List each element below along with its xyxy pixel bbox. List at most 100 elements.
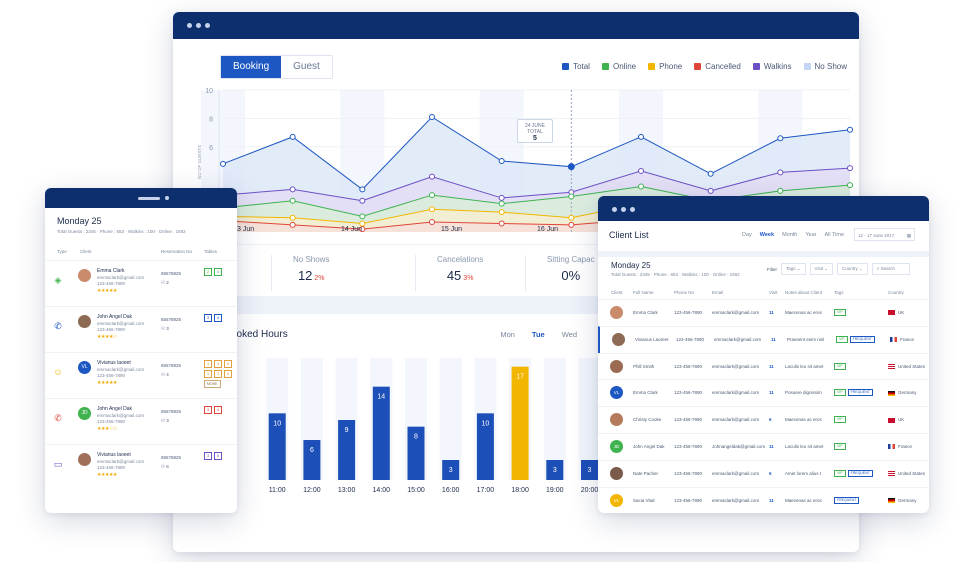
stat-value: 45 3% (446, 268, 474, 283)
bar-value-label: 10 (273, 420, 281, 427)
rating-stars: ★★★☆☆ (97, 426, 117, 432)
table-chip[interactable]: 3 (214, 370, 222, 378)
stat-no-shows: No Shows 12 2% (271, 255, 330, 291)
germany-flag (888, 390, 895, 396)
stat-delta: 2% (314, 275, 325, 282)
y-tick-label: 8 (209, 116, 213, 123)
legend-item[interactable]: Total (562, 62, 590, 71)
table-chip[interactable]: 2 (204, 268, 212, 276)
filter-country[interactable]: Country ⌄ (837, 263, 868, 275)
x-tick-label: 16 Jun (537, 226, 559, 233)
date-range-picker[interactable]: 12 - 17 June 2017 ▦ (854, 228, 915, 241)
visit-count: 6 (769, 417, 772, 423)
legend-label: No Show (814, 62, 847, 71)
range-year[interactable]: Year (805, 232, 817, 238)
client-row[interactable]: VL Emma Clark 123-456-7890 emmaclark@gmail.… (598, 379, 929, 406)
more-tables-button[interactable]: MORE (204, 380, 221, 388)
client-row[interactable]: Emma Clark 123-456-7890 emmaclark@gmail.co… (598, 299, 929, 326)
legend-label: Phone (659, 62, 683, 71)
client-row[interactable]: Nate Pacher 123-456-7890 emmaclark@gmail.c… (598, 459, 929, 487)
legend-item[interactable]: Phone (648, 62, 682, 71)
table-chip[interactable]: 3 (214, 360, 222, 368)
table-chip[interactable]: 4 (214, 406, 222, 414)
bar-track (543, 358, 566, 480)
range-week[interactable]: Week (759, 232, 775, 238)
client-contact: emmaclark@gmail.com 123-456-7890 (97, 367, 144, 379)
client-name: Emma Clark (633, 310, 658, 315)
table-chip[interactable]: 4 (214, 314, 222, 322)
reservation-row[interactable]: ☺ VL Vivianus laoeet emmaclark@gmail.com 123… (45, 352, 237, 399)
reservation-row[interactable]: ✆ JD John Angel Dak emmaclark@gmail.com 123-… (45, 398, 237, 445)
table-chip[interactable]: 4 (214, 268, 222, 276)
bar-value-label: 10 (482, 420, 490, 427)
x-tick-label: 13:00 (338, 487, 356, 494)
range-day[interactable]: Day (742, 232, 752, 238)
x-tick-label: 20:00 (581, 487, 599, 494)
legend-item[interactable]: Cancelled (694, 62, 741, 71)
stat-sitting-capacity: Sitting Capac 0% (525, 255, 595, 291)
table-chip[interactable]: 5 (214, 452, 222, 460)
client-phone: 123-456-7890 (674, 417, 703, 423)
client-country: France (888, 444, 912, 450)
range-month[interactable]: Month (782, 232, 798, 238)
client-phone: 123-456-7890 (97, 281, 126, 286)
reservation-row[interactable]: ▭ Vivianus laoeet emmaclark@gmail.com 123-4… (45, 444, 237, 491)
x-tick-label: 18:00 (511, 487, 529, 494)
avatar: JD (610, 440, 623, 453)
bar-value-label: 17 (516, 374, 524, 381)
client-email: emmaclark@gmail.com (712, 390, 760, 396)
day-mon[interactable]: Mon (500, 330, 515, 339)
stat-label: No Shows (293, 255, 330, 264)
client-email: Johnangeldak@gmail.com (712, 444, 766, 449)
client-row[interactable]: Christy Cooke 123-456-7890 emmaclark@gmail… (598, 406, 929, 433)
bar-1400 (372, 386, 390, 480)
data-point (429, 173, 435, 180)
filter-tags[interactable]: Tags ⌄ (781, 263, 806, 275)
tab-booking[interactable]: Booking (221, 56, 282, 78)
table-chip[interactable]: 6 (224, 370, 232, 378)
table-chip[interactable]: 3 (204, 452, 212, 460)
table-chip[interactable]: 3 (204, 314, 212, 322)
legend-item[interactable]: Online (601, 62, 636, 71)
client-row[interactable]: JD John Angel Dak 123-456-7890 Johnangeldak… (598, 433, 929, 460)
visit-count: 11 (769, 390, 774, 396)
client-email: emmaclark@gmail.com (712, 310, 760, 315)
legend-swatch (648, 63, 656, 70)
col-country: Country (888, 290, 904, 295)
filter-visit[interactable]: Visit ⌄ (809, 263, 833, 275)
table-chip[interactable]: 6 (224, 360, 232, 368)
bar-track (578, 358, 601, 480)
day-tue[interactable]: Tue (531, 330, 545, 339)
tab-guest[interactable]: Guest (281, 56, 332, 78)
uk-flag (888, 310, 895, 316)
data-point (289, 133, 296, 140)
legend-item[interactable]: No Show (803, 62, 847, 71)
range-all-time[interactable]: All Time (824, 232, 845, 238)
stat-value: 12 2% (297, 268, 325, 283)
search-input[interactable]: ⌕ Search (871, 263, 910, 275)
rating-stars: ★★★★★ (97, 288, 117, 294)
data-point (498, 158, 505, 164)
day-wed[interactable]: Wed (561, 330, 577, 339)
client-phone: 123-456-7890 (674, 363, 703, 369)
client-row[interactable]: VL Sacia Vlad 123-456-7890 emmaclark@gmail.… (598, 486, 929, 513)
data-point (498, 200, 505, 207)
reservation-row[interactable]: ✆ John Angel Dak emmaclark@gmail.com 123-45… (45, 306, 237, 353)
client-row[interactable]: Vivianus Laoreet 123-456-7890 emmaclark@gm… (598, 325, 929, 353)
avatar (610, 306, 623, 319)
data-point (847, 182, 853, 189)
reservation-row[interactable]: ◈ Emma Clark emmaclark@gmail.com 123-456-78… (45, 260, 237, 307)
col-tables: Tables (204, 249, 218, 254)
walkin-icon: ☺ (53, 367, 63, 377)
legend-item[interactable]: Walkins (752, 62, 792, 71)
table-chip[interactable]: 3 (204, 360, 212, 368)
client-phone: 123-456-7890 (674, 470, 703, 476)
table-chip[interactable]: 3 (204, 406, 212, 414)
client-name: John Angel Dak (97, 314, 133, 320)
table-chip[interactable]: 3 (204, 370, 212, 378)
y-tick-label: 6 (209, 145, 213, 152)
rating-stars: ★★★★★ (97, 472, 117, 478)
client-row[interactable]: Phill Smith 123-456-7890 emmaclark@gmail.c… (598, 352, 929, 380)
